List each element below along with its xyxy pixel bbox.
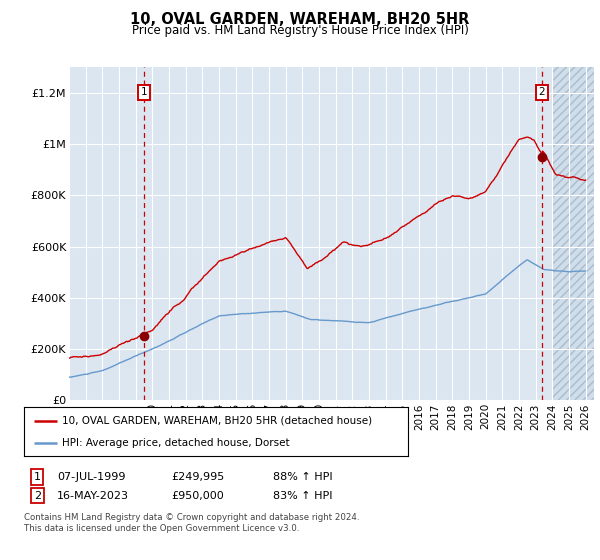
Text: 2: 2	[34, 491, 41, 501]
Text: This data is licensed under the Open Government Licence v3.0.: This data is licensed under the Open Gov…	[24, 524, 299, 533]
Bar	[553, 67, 594, 400]
Text: 10, OVAL GARDEN, WAREHAM, BH20 5HR (detached house): 10, OVAL GARDEN, WAREHAM, BH20 5HR (deta…	[62, 416, 373, 426]
Text: 1: 1	[34, 472, 41, 482]
Text: HPI: Average price, detached house, Dorset: HPI: Average price, detached house, Dors…	[62, 437, 290, 447]
Text: 88% ↑ HPI: 88% ↑ HPI	[273, 472, 332, 482]
Text: £249,995: £249,995	[171, 472, 224, 482]
Text: £950,000: £950,000	[171, 491, 224, 501]
Text: Contains HM Land Registry data © Crown copyright and database right 2024.: Contains HM Land Registry data © Crown c…	[24, 513, 359, 522]
Text: Price paid vs. HM Land Registry's House Price Index (HPI): Price paid vs. HM Land Registry's House …	[131, 24, 469, 37]
Bar	[553, 67, 594, 400]
Text: 2: 2	[539, 87, 545, 97]
Text: 16-MAY-2023: 16-MAY-2023	[57, 491, 129, 501]
Text: 1: 1	[141, 87, 148, 97]
Text: 07-JUL-1999: 07-JUL-1999	[57, 472, 125, 482]
Text: 83% ↑ HPI: 83% ↑ HPI	[273, 491, 332, 501]
Text: 10, OVAL GARDEN, WAREHAM, BH20 5HR: 10, OVAL GARDEN, WAREHAM, BH20 5HR	[130, 12, 470, 27]
